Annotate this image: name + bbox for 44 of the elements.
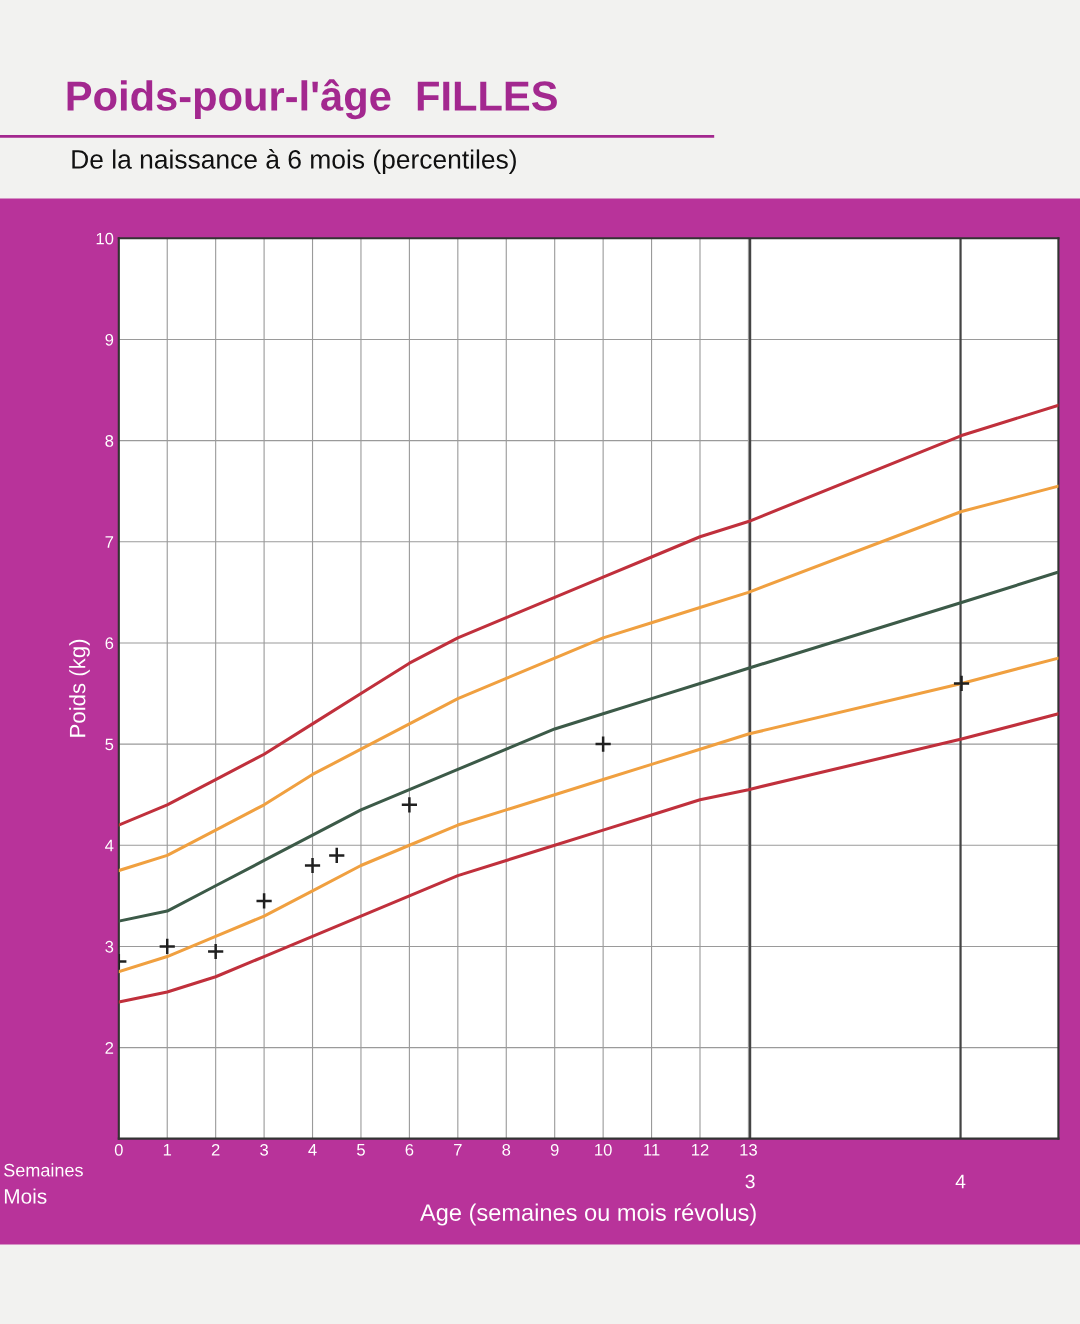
x-tick-label: 13 [740, 1143, 757, 1156]
chart-subtitle: De la naissance à 6 mois (percentiles) [72, 149, 516, 174]
x-tick-label: 2 [211, 1143, 220, 1156]
x-tick-label: 10 [595, 1143, 612, 1156]
x-axis-title: Age (semaines ou mois révolus) [420, 1203, 756, 1226]
x-tick-label: 8 [502, 1143, 511, 1156]
y-tick-label: 7 [105, 536, 114, 548]
x-tick-label: 5 [357, 1144, 365, 1156]
y-axis-title: Poids (kg) [69, 639, 90, 737]
y-tick-label: 8 [105, 435, 114, 447]
line-series [118, 570, 1059, 923]
line-series [118, 484, 1059, 873]
point [303, 856, 322, 875]
line-series [118, 656, 1059, 974]
x-tick-label: 0 [114, 1143, 123, 1156]
y-tick-label: 5 [105, 738, 114, 751]
point [594, 735, 612, 753]
text: Semaines [4, 1163, 83, 1177]
line-series [118, 403, 1059, 827]
point [952, 674, 971, 693]
x-tick-label: 1 [163, 1144, 172, 1156]
x-tick-label: 3 [260, 1143, 268, 1156]
point [255, 892, 273, 910]
y-tick-label: 2 [105, 1042, 114, 1054]
point [206, 942, 225, 961]
y-tick-label: 3 [105, 940, 114, 953]
point [327, 846, 346, 865]
y-tick-label: 9 [105, 333, 114, 346]
x-tick-label: 6 [405, 1143, 414, 1156]
x-tick-label: 7 [454, 1144, 462, 1156]
x2-tick-label: 3 [745, 1174, 755, 1189]
y-tick-label: 10 [96, 232, 114, 245]
point [400, 795, 419, 814]
x-tick-label: 9 [550, 1143, 559, 1156]
x-tick-label: 4 [308, 1144, 317, 1156]
y-tick-label: 6 [105, 637, 114, 650]
line-series [118, 712, 1059, 1004]
y-tick-label: 4 [105, 839, 114, 852]
chart-title: Poids-pour-l'âge FILLES [67, 79, 557, 120]
x-tick-label: 12 [692, 1143, 709, 1156]
text: Mois [4, 1188, 47, 1204]
x-tick-label: 11 [644, 1144, 660, 1156]
point [158, 937, 177, 956]
x2-tick-label: 4 [955, 1174, 966, 1189]
